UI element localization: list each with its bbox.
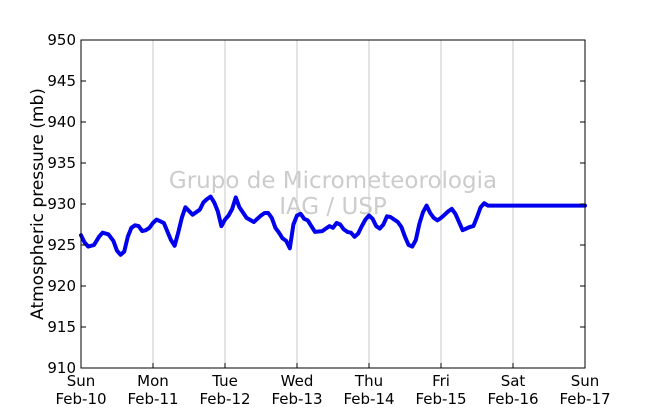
watermark-line-1: Grupo de Micrometeorologia bbox=[169, 168, 497, 194]
x-tick-label-date: Feb-15 bbox=[415, 390, 466, 408]
x-tick-label-date: Feb-10 bbox=[55, 390, 106, 408]
y-tick-label: 930 bbox=[47, 195, 76, 213]
x-tick-label-day: Mon bbox=[137, 372, 169, 390]
y-tick-label: 935 bbox=[47, 154, 76, 172]
x-tick-label-date: Feb-16 bbox=[487, 390, 538, 408]
y-tick-label: 950 bbox=[47, 31, 76, 49]
y-tick-label: 940 bbox=[47, 113, 76, 131]
y-tick-label: 910 bbox=[47, 359, 76, 377]
x-tick-label-date: Feb-17 bbox=[559, 390, 610, 408]
series-layer bbox=[79, 194, 587, 257]
x-tick-label-day: Fri bbox=[432, 372, 450, 390]
x-tick-label-day: Thu bbox=[354, 372, 383, 390]
y-tick-label: 945 bbox=[47, 72, 76, 90]
x-tick-label-day: Sun bbox=[67, 372, 96, 390]
y-axis-label: Atmospheric pressure (mb) bbox=[28, 88, 48, 320]
x-tick-label-day: Sat bbox=[501, 372, 526, 390]
x-tick-label-date: Feb-11 bbox=[127, 390, 178, 408]
x-tick-label-date: Feb-13 bbox=[271, 390, 322, 408]
pressure-series-line bbox=[79, 194, 587, 257]
x-tick-label-day: Wed bbox=[281, 372, 314, 390]
y-tick-label: 915 bbox=[47, 318, 76, 336]
y-tick-label: 925 bbox=[47, 236, 76, 254]
x-tick-label-day: Tue bbox=[211, 372, 238, 390]
x-axis-ticks: SunFeb-10MonFeb-11TueFeb-12WedFeb-13ThuF… bbox=[55, 363, 611, 408]
x-tick-label-date: Feb-12 bbox=[199, 390, 250, 408]
y-axis-ticks: 910 915 920 925 930 935 940 945 950 bbox=[47, 31, 585, 377]
y-tick-label: 920 bbox=[47, 277, 76, 295]
x-tick-label-day: Sun bbox=[571, 372, 600, 390]
x-tick-label-date: Feb-14 bbox=[343, 390, 394, 408]
